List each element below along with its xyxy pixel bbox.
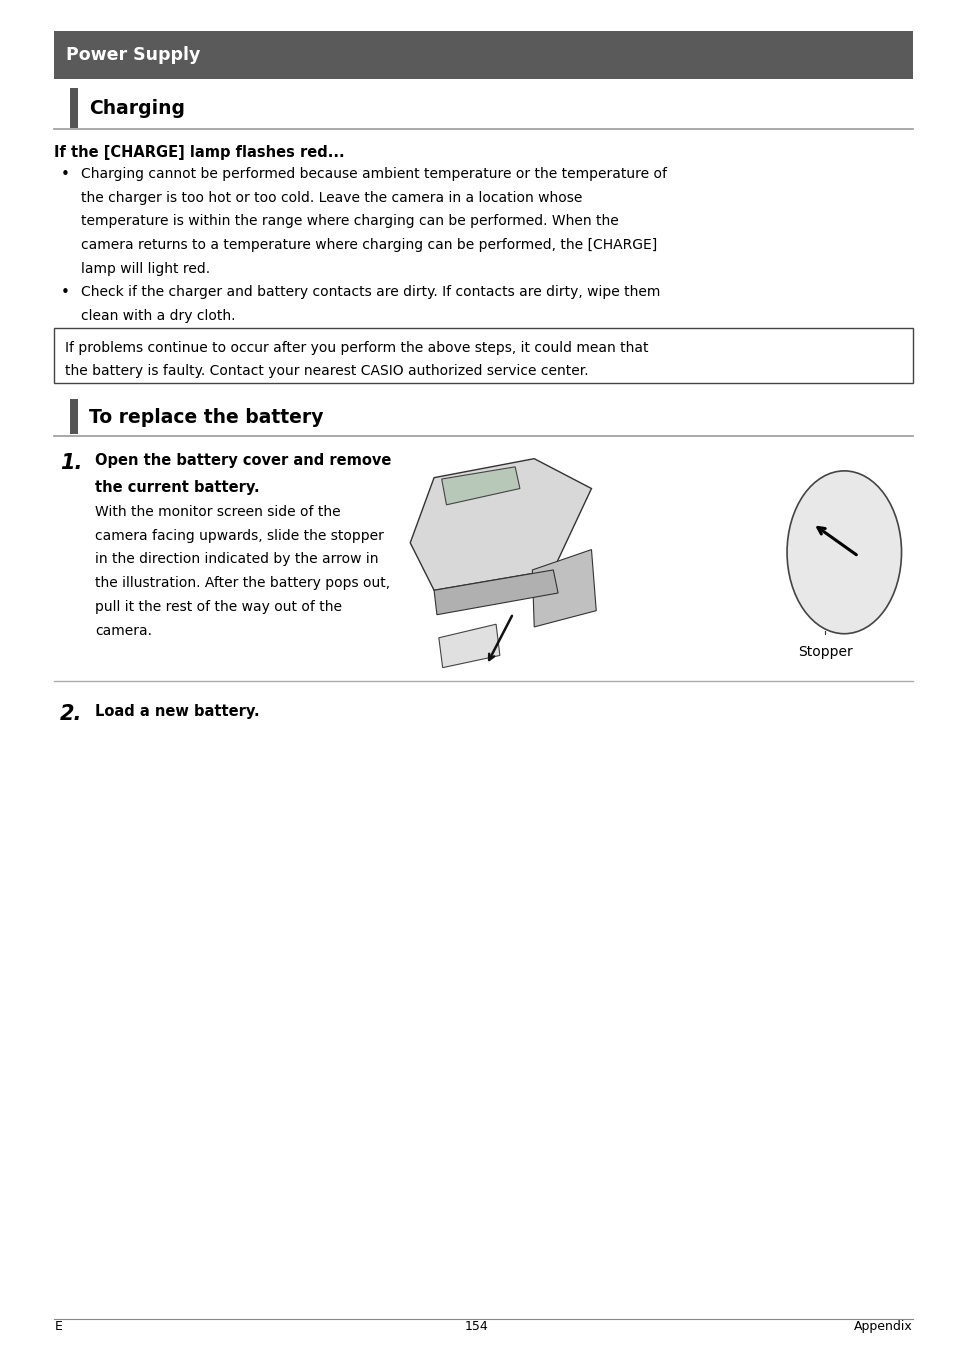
Text: 1.: 1. xyxy=(60,453,82,474)
Polygon shape xyxy=(410,459,591,590)
Bar xyxy=(400,451,912,665)
Text: Open the battery cover and remove: Open the battery cover and remove xyxy=(95,453,392,468)
Text: Appendix: Appendix xyxy=(853,1319,912,1333)
Text: camera facing upwards, slide the stopper: camera facing upwards, slide the stopper xyxy=(95,528,384,543)
Polygon shape xyxy=(438,624,499,668)
Text: the battery is faulty. Contact your nearest CASIO authorized service center.: the battery is faulty. Contact your near… xyxy=(65,364,588,379)
Text: lamp will light red.: lamp will light red. xyxy=(81,262,210,275)
Text: temperature is within the range where charging can be performed. When the: temperature is within the range where ch… xyxy=(81,214,618,228)
Text: To replace the battery: To replace the battery xyxy=(89,408,323,427)
Circle shape xyxy=(786,471,901,634)
Bar xyxy=(70,399,78,434)
Text: the current battery.: the current battery. xyxy=(95,479,260,495)
Text: Power Supply: Power Supply xyxy=(66,46,200,64)
Text: 2.: 2. xyxy=(60,704,82,725)
Bar xyxy=(70,88,78,128)
Text: camera returns to a temperature where charging can be performed, the [CHARGE]: camera returns to a temperature where ch… xyxy=(81,237,657,252)
Bar xyxy=(54,30,912,79)
Text: Check if the charger and battery contacts are dirty. If contacts are dirty, wipe: Check if the charger and battery contact… xyxy=(81,285,659,299)
Text: 154: 154 xyxy=(465,1319,488,1333)
Polygon shape xyxy=(532,550,596,627)
Text: •: • xyxy=(60,167,70,182)
Text: •: • xyxy=(60,285,70,300)
Text: E: E xyxy=(54,1319,62,1333)
Text: If the [CHARGE] lamp flashes red...: If the [CHARGE] lamp flashes red... xyxy=(54,145,345,160)
Bar xyxy=(54,328,912,383)
Text: in the direction indicated by the arrow in: in the direction indicated by the arrow … xyxy=(95,552,378,566)
Polygon shape xyxy=(441,467,519,505)
Text: the charger is too hot or too cold. Leave the camera in a location whose: the charger is too hot or too cold. Leav… xyxy=(81,190,582,205)
Polygon shape xyxy=(434,570,558,615)
Text: camera.: camera. xyxy=(95,624,152,638)
Text: Stopper: Stopper xyxy=(797,645,852,658)
Text: If problems continue to occur after you perform the above steps, it could mean t: If problems continue to occur after you … xyxy=(65,341,648,354)
Text: With the monitor screen side of the: With the monitor screen side of the xyxy=(95,505,340,518)
Text: Load a new battery.: Load a new battery. xyxy=(95,704,260,719)
Text: pull it the rest of the way out of the: pull it the rest of the way out of the xyxy=(95,600,342,613)
Text: clean with a dry cloth.: clean with a dry cloth. xyxy=(81,308,235,323)
Text: Charging cannot be performed because ambient temperature or the temperature of: Charging cannot be performed because amb… xyxy=(81,167,666,180)
Text: Charging: Charging xyxy=(89,99,185,118)
Text: the illustration. After the battery pops out,: the illustration. After the battery pops… xyxy=(95,575,390,590)
